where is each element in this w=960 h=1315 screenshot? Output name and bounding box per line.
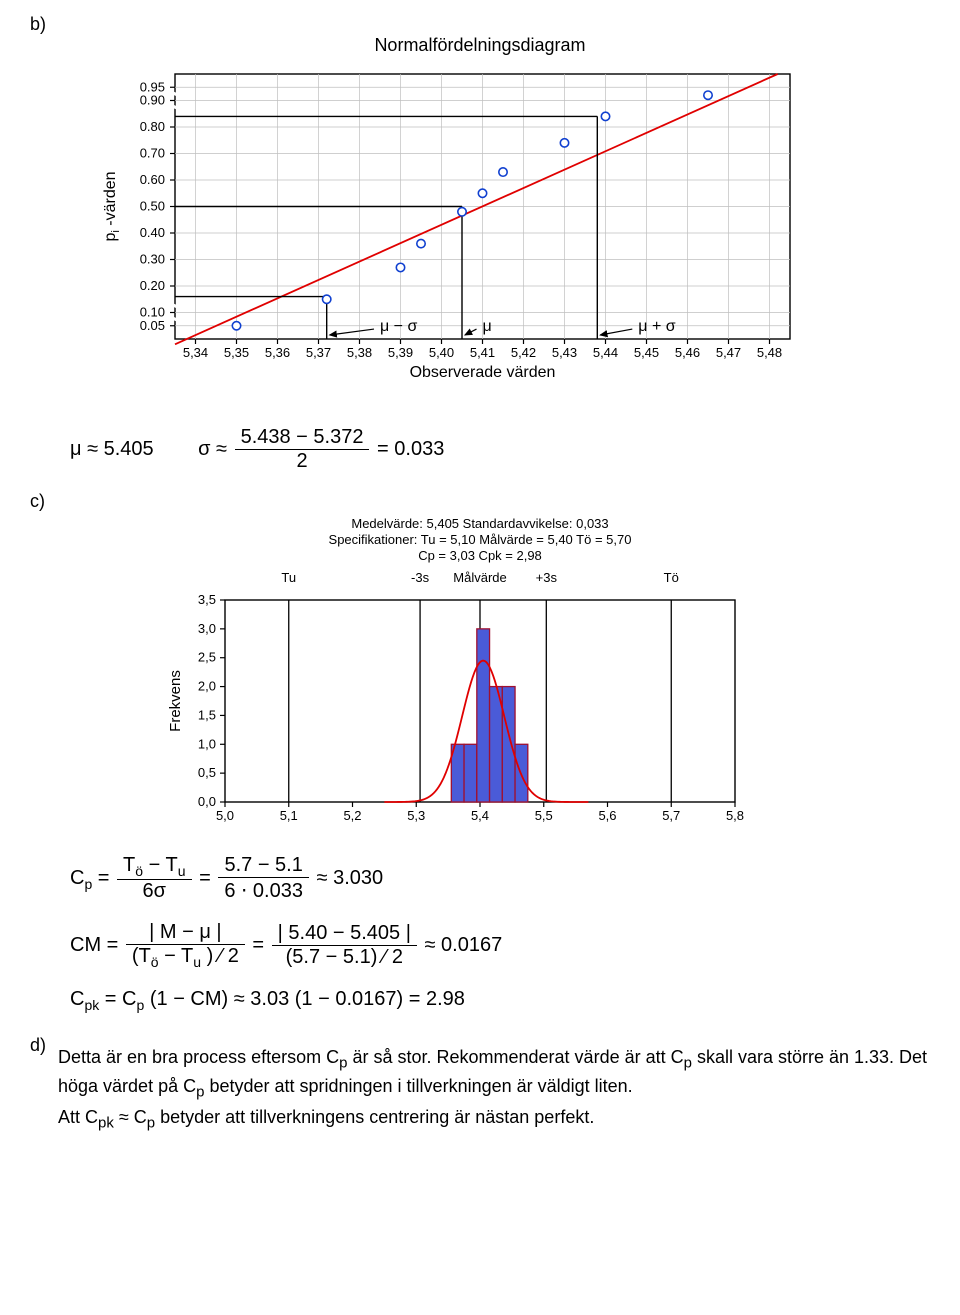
svg-text:5,43: 5,43 bbox=[552, 345, 577, 360]
svg-text:5,48: 5,48 bbox=[757, 345, 782, 360]
svg-text:2,0: 2,0 bbox=[198, 679, 216, 694]
svg-text:3,5: 3,5 bbox=[198, 592, 216, 607]
svg-text:Frekvens: Frekvens bbox=[167, 670, 184, 732]
svg-text:0.95: 0.95 bbox=[140, 79, 165, 94]
svg-text:0.40: 0.40 bbox=[140, 225, 165, 240]
svg-text:5,35: 5,35 bbox=[224, 345, 249, 360]
paragraph-d1: Detta är en bra process eftersom Cp är s… bbox=[58, 1045, 928, 1103]
svg-text:Medelvärde: 5,405 Standarda: Medelvärde: 5,405 Standardavvikelse: 0,0… bbox=[351, 516, 608, 531]
svg-text:5,4: 5,4 bbox=[471, 808, 489, 823]
svg-text:pi -värden: pi -värden bbox=[102, 171, 122, 241]
svg-text:5,34: 5,34 bbox=[183, 345, 208, 360]
svg-text:1,0: 1,0 bbox=[198, 736, 216, 751]
section-b-label: b) bbox=[30, 14, 930, 35]
svg-text:5,41: 5,41 bbox=[470, 345, 495, 360]
svg-text:μ − σ: μ − σ bbox=[380, 318, 417, 335]
svg-text:0.10: 0.10 bbox=[140, 305, 165, 320]
equation-cm: CM = | M − μ |(Tö − Tu ) ⁄ 2 = | 5.40 − … bbox=[70, 921, 930, 970]
svg-text:5,5: 5,5 bbox=[535, 808, 553, 823]
svg-text:5,45: 5,45 bbox=[634, 345, 659, 360]
svg-text:0.20: 0.20 bbox=[140, 278, 165, 293]
svg-text:5,0: 5,0 bbox=[216, 808, 234, 823]
svg-text:5,36: 5,36 bbox=[265, 345, 290, 360]
svg-text:-3s: -3s bbox=[411, 570, 430, 585]
svg-text:μ + σ: μ + σ bbox=[638, 318, 675, 335]
svg-text:Observerade värden: Observerade värden bbox=[410, 364, 556, 381]
svg-text:5,39: 5,39 bbox=[388, 345, 413, 360]
equation-mu-sigma: μ ≈ 5.405 σ ≈ 5.438 − 5.3722 = 0.033 bbox=[70, 426, 930, 473]
svg-text:5,40: 5,40 bbox=[429, 345, 454, 360]
svg-text:0,0: 0,0 bbox=[198, 794, 216, 809]
svg-text:Cp = 3,03 Cpk = 2,98: Cp = 3,03 Cpk = 2,98 bbox=[418, 548, 542, 563]
svg-text:5,1: 5,1 bbox=[280, 808, 298, 823]
section-d-label: d) bbox=[30, 1035, 58, 1056]
svg-text:5,46: 5,46 bbox=[675, 345, 700, 360]
svg-text:5,2: 5,2 bbox=[343, 808, 361, 823]
svg-text:0,5: 0,5 bbox=[198, 765, 216, 780]
svg-text:0.80: 0.80 bbox=[140, 119, 165, 134]
equation-cp: Cp = Tö − Tu6σ = 5.7 − 5.16 ⋅ 0.033 ≈ 3.… bbox=[70, 854, 930, 903]
svg-text:1,5: 1,5 bbox=[198, 707, 216, 722]
svg-text:5,38: 5,38 bbox=[347, 345, 372, 360]
svg-text:+3s: +3s bbox=[536, 570, 558, 585]
svg-text:Tö: Tö bbox=[664, 570, 679, 585]
svg-text:2,5: 2,5 bbox=[198, 650, 216, 665]
svg-text:5,8: 5,8 bbox=[726, 808, 744, 823]
paragraph-d2: Att Cpk ≈ Cp betyder att tillverkningens… bbox=[58, 1105, 928, 1134]
histogram-chart: Medelvärde: 5,405 Standardavvikelse: 0,0… bbox=[160, 512, 930, 836]
normal-chart-title: Normalfördelningsdiagram bbox=[30, 35, 930, 56]
svg-text:0.60: 0.60 bbox=[140, 172, 165, 187]
svg-text:5,47: 5,47 bbox=[716, 345, 741, 360]
equation-cpk: Cpk = Cp (1 − CM) ≈ 3.03 (1 − 0.0167) = … bbox=[70, 988, 930, 1013]
svg-text:3,0: 3,0 bbox=[198, 621, 216, 636]
svg-text:Tu: Tu bbox=[281, 570, 296, 585]
svg-text:μ: μ bbox=[483, 318, 492, 335]
svg-text:5,3: 5,3 bbox=[407, 808, 425, 823]
svg-text:0.30: 0.30 bbox=[140, 252, 165, 267]
svg-text:Målvärde: Målvärde bbox=[453, 570, 506, 585]
svg-text:5,42: 5,42 bbox=[511, 345, 536, 360]
svg-text:5,6: 5,6 bbox=[598, 808, 616, 823]
svg-text:Specifikationer: Tu = 5,10: Specifikationer: Tu = 5,10 Målvärde = 5,… bbox=[329, 532, 632, 547]
svg-text:0.05: 0.05 bbox=[140, 318, 165, 333]
svg-text:0.70: 0.70 bbox=[140, 146, 165, 161]
svg-text:5,44: 5,44 bbox=[593, 345, 618, 360]
section-c-label: c) bbox=[30, 491, 930, 512]
svg-text:5,37: 5,37 bbox=[306, 345, 331, 360]
svg-text:0.50: 0.50 bbox=[140, 199, 165, 214]
normal-chart: 0.050.10 0.20 0.30 0.40 0.50 0.60 0.70 0.80 0.90… bbox=[90, 64, 930, 408]
svg-text:0.90: 0.90 bbox=[140, 93, 165, 108]
svg-text:5,7: 5,7 bbox=[662, 808, 680, 823]
